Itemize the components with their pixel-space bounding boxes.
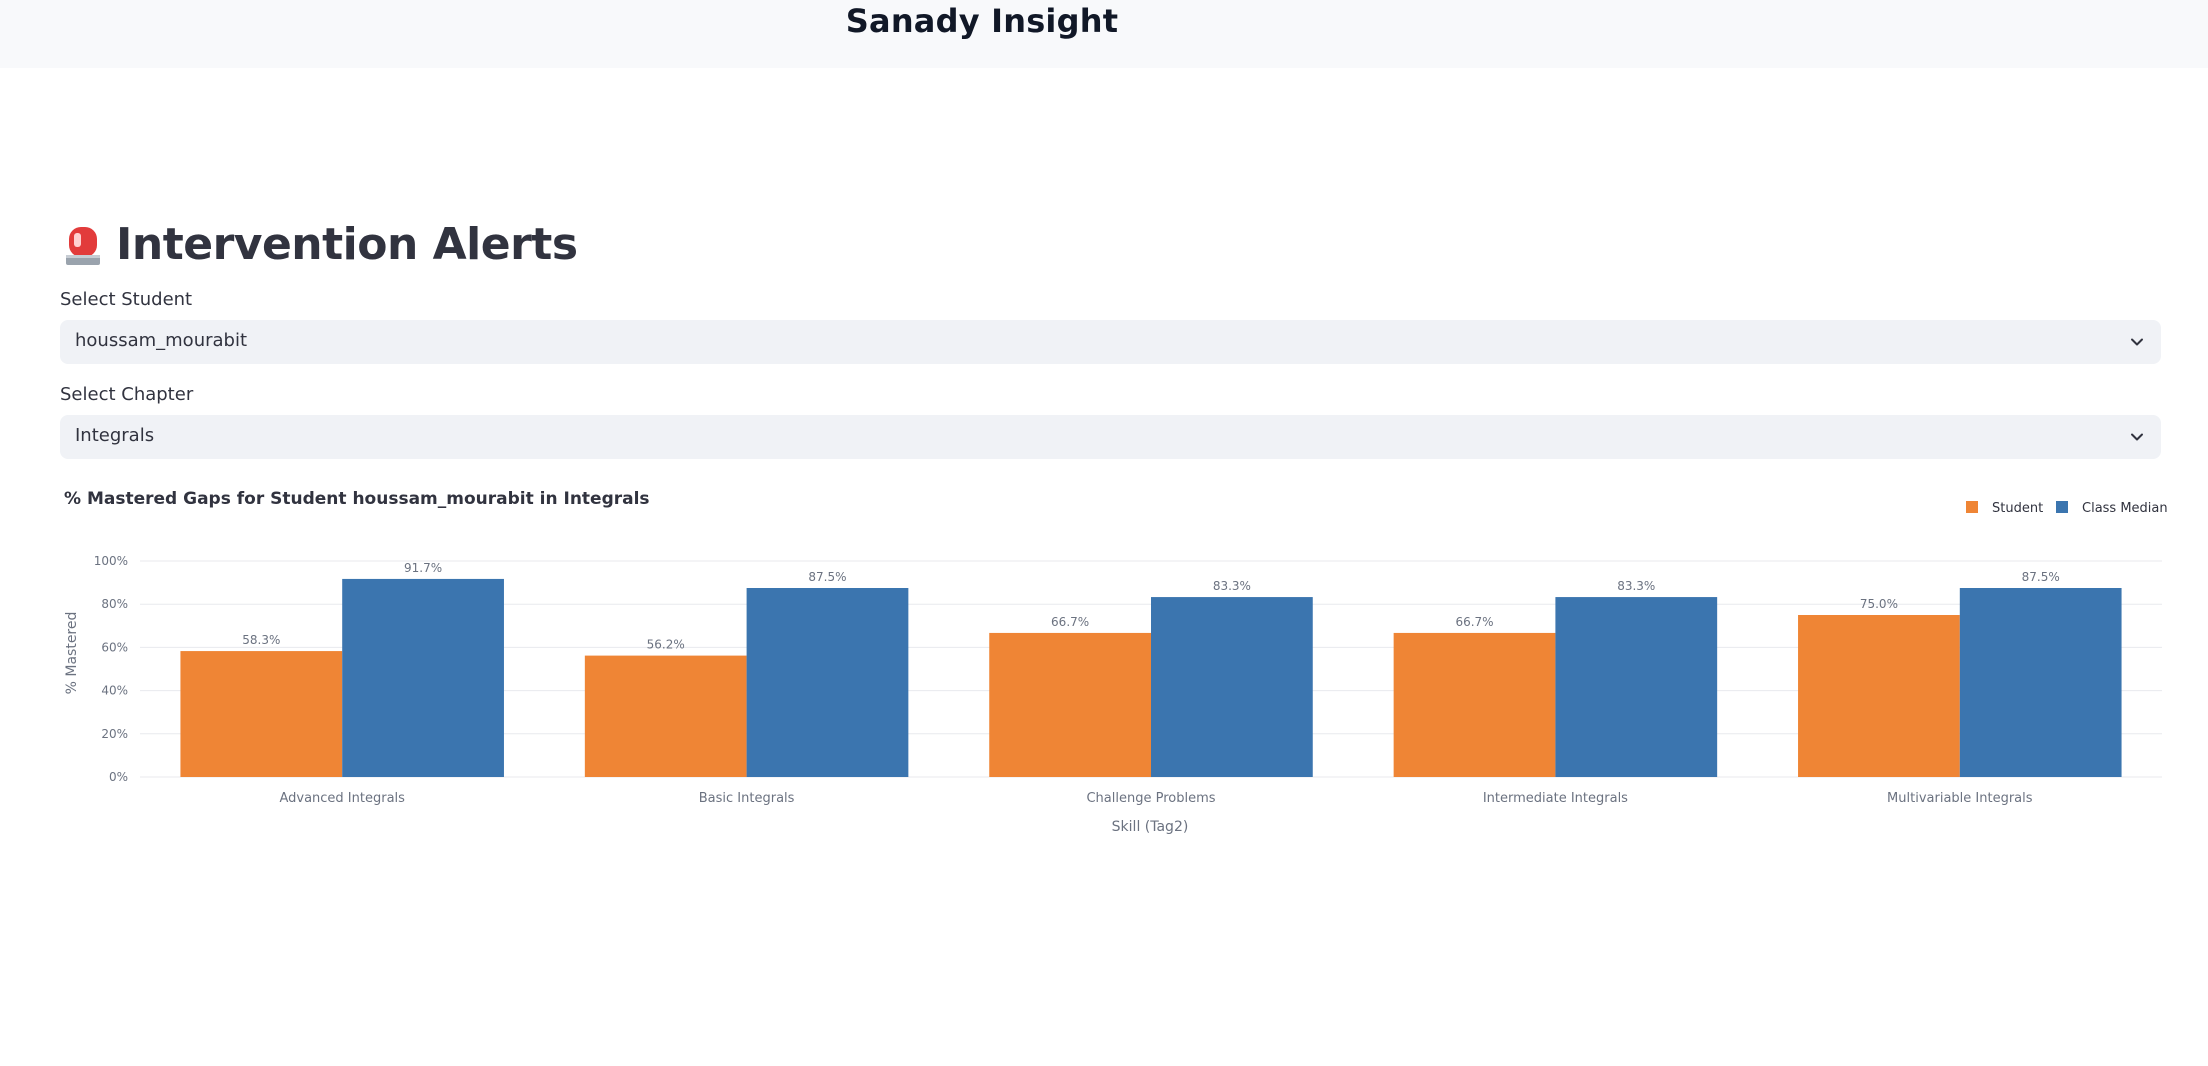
y-tick-label: 0% <box>109 770 128 784</box>
chart-legend: Student Class Median <box>1966 501 2168 516</box>
x-tick-label: Basic Integrals <box>699 791 795 806</box>
bar-class-median <box>1151 597 1313 777</box>
legend-label: Class Median <box>2082 501 2168 516</box>
y-tick-label: 60% <box>101 640 128 654</box>
chevron-down-icon <box>2131 433 2143 441</box>
bar-value-label: 75.0% <box>1860 597 1898 611</box>
x-tick-label: Multivariable Integrals <box>1887 791 2033 806</box>
bar-student <box>180 651 343 777</box>
y-tick-label: 40% <box>101 684 128 698</box>
x-tick-label: Intermediate Integrals <box>1483 791 1628 806</box>
y-tick-label: 20% <box>101 727 128 741</box>
chart-title: % Mastered Gaps for Student houssam_mour… <box>64 489 650 509</box>
bar-class-median <box>1959 588 2122 777</box>
chart-x-ticks: Advanced Integrals Basic Integrals Challen… <box>279 791 2032 806</box>
bar-value-label: 66.7% <box>1051 615 1089 629</box>
x-tick-label: Advanced Integrals <box>279 791 405 806</box>
siren-icon <box>66 227 100 265</box>
bar-value-label: 56.2% <box>647 638 685 652</box>
bar-value-label: 83.3% <box>1617 579 1655 593</box>
legend-label: Student <box>1992 501 2043 516</box>
student-select-label: Select Student <box>60 289 193 310</box>
page-heading: Intervention Alerts <box>62 214 578 274</box>
chart-bars <box>180 578 2122 777</box>
bar-student <box>1798 615 1960 777</box>
top-bar: Sanady Insight <box>0 0 2208 68</box>
bar-value-label: 87.5% <box>808 570 846 584</box>
bar-value-label: 66.7% <box>1455 615 1493 629</box>
bar-class-median <box>746 588 909 777</box>
y-axis-label: % Mastered <box>64 612 80 695</box>
bar-class-median <box>342 578 504 777</box>
student-select-value: houssam_mourabit <box>75 330 248 351</box>
bar-student <box>989 632 1151 777</box>
mastery-chart: % Mastered Gaps for Student houssam_mour… <box>0 470 2208 870</box>
chapter-select[interactable]: Integrals <box>60 415 2161 459</box>
legend-swatch <box>1966 501 1978 513</box>
chapter-select-label: Select Chapter <box>60 384 194 405</box>
bar-value-label: 91.7% <box>404 561 442 575</box>
student-select[interactable]: houssam_mourabit <box>60 320 2161 364</box>
chart-value-labels: 58.3% 91.7% 56.2% 87.5% 66.7% 83.3% 66.7% 83.3%… <box>242 561 2059 652</box>
app-title: Sanady Insight <box>845 2 1119 40</box>
x-axis-label: Skill (Tag2) <box>1112 819 1189 835</box>
chapter-select-value: Integrals <box>75 425 155 446</box>
bar-chart-svg: % Mastered Gaps for Student houssam_mour… <box>64 489 2168 835</box>
y-tick-label: 80% <box>101 597 128 611</box>
legend-swatch <box>2056 501 2068 513</box>
page-title: Intervention Alerts <box>116 218 578 270</box>
bar-value-label: 58.3% <box>242 633 280 647</box>
bar-student <box>584 655 747 777</box>
bar-class-median <box>1555 597 1718 777</box>
bar-value-label: 87.5% <box>2022 570 2060 584</box>
chevron-down-icon <box>2131 338 2143 346</box>
x-tick-label: Challenge Problems <box>1086 791 1215 806</box>
bar-value-label: 83.3% <box>1213 579 1251 593</box>
y-tick-label: 100% <box>94 554 128 568</box>
bar-student <box>1393 632 1556 777</box>
